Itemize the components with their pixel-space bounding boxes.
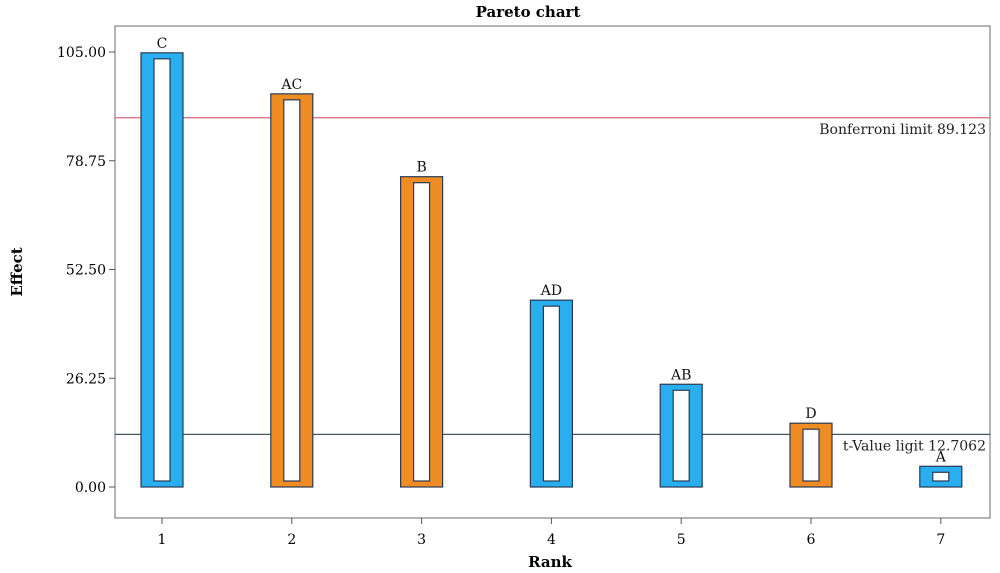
y-tick-label: 52.50 (66, 263, 106, 279)
y-axis-label: Effect (8, 247, 26, 296)
bar-inner (283, 99, 301, 482)
x-tick-label: 2 (287, 532, 296, 548)
chart-title: Pareto chart (476, 3, 581, 21)
bar-inner (413, 182, 431, 482)
x-tick-label: 5 (677, 532, 686, 548)
x-tick-label: 3 (417, 532, 426, 548)
bar (529, 299, 574, 488)
reference-line-label: Bonferroni limit 89.123 (819, 122, 986, 138)
bars (140, 52, 963, 488)
y-tick-label: 105.00 (57, 45, 106, 61)
bar-labels: C AC B AD AB D A (157, 36, 947, 465)
bar-inner (153, 58, 171, 482)
bar-term-label: AB (670, 367, 691, 383)
bar (789, 422, 833, 488)
bar-term-label: D (805, 406, 816, 422)
x-tick-label: 6 (807, 532, 816, 548)
y-tick-label: 78.75 (66, 154, 106, 170)
bar-term-label: A (935, 449, 947, 465)
bar-inner (802, 428, 820, 482)
bar (919, 465, 963, 488)
y-tick-label: 26.25 (66, 371, 106, 387)
x-tick-label: 7 (936, 532, 945, 548)
bar-inner (672, 389, 690, 482)
x-axis-label: Rank (528, 553, 572, 571)
bar-inner (932, 471, 950, 482)
bar-term-label: AD (540, 283, 562, 299)
plot-frame (114, 25, 991, 519)
x-tick-label: 4 (547, 532, 556, 548)
reference-line-label: t-Value ligit 12.7062 (843, 438, 986, 454)
y-axis: 0.00 26.25 52.50 78.75 105.00 (57, 45, 115, 496)
x-axis: 1 2 3 4 5 6 7 (158, 518, 945, 548)
x-tick-label: 1 (158, 532, 167, 548)
bar (659, 383, 703, 488)
bar (400, 176, 444, 488)
bar-inner (542, 305, 561, 482)
bar-term-label: AC (280, 77, 302, 93)
bar (270, 93, 314, 488)
bar (140, 52, 184, 488)
y-tick-label: 0.00 (75, 480, 106, 496)
bar-term-label: C (157, 36, 168, 52)
bar-term-label: B (416, 160, 426, 176)
